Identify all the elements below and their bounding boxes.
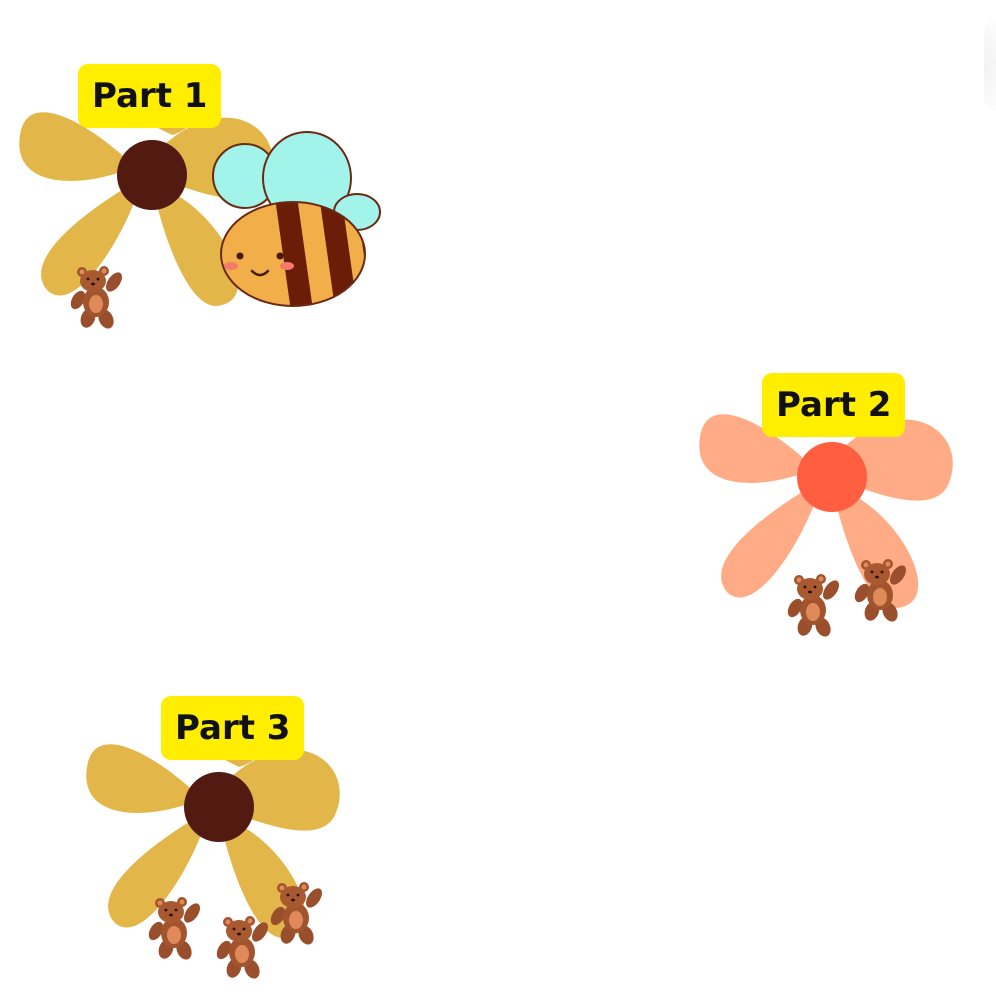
- part-1-label[interactable]: Part 1: [78, 64, 222, 128]
- teddy-bear-icon-2: [785, 574, 843, 640]
- teddy-bear-icon-6: [268, 882, 326, 948]
- teddy-bear-icon-5: [214, 916, 272, 982]
- edge-shadow: [984, 20, 996, 110]
- part-3-label[interactable]: Part 3: [161, 696, 305, 760]
- part-2-label[interactable]: Part 2: [762, 373, 906, 437]
- teddy-bear-icon-4: [146, 897, 204, 963]
- bee-icon: [212, 131, 381, 307]
- teddy-bear-icon-3: [852, 559, 910, 625]
- teddy-bear-icon-1: [68, 266, 126, 332]
